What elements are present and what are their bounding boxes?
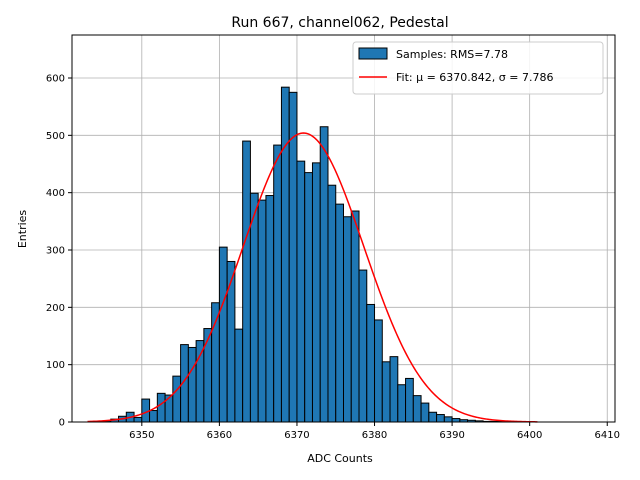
x-tick-label: 6350	[129, 430, 154, 441]
histogram-bar	[319, 126, 329, 423]
histogram-bar	[265, 195, 275, 423]
x-tick-label: 6380	[362, 430, 387, 441]
histogram-bar	[242, 140, 251, 423]
histogram-bar	[280, 86, 290, 423]
histogram-bar	[335, 203, 345, 423]
y-tick-label: 100	[46, 360, 65, 371]
x-tick-label: 6370	[284, 430, 309, 441]
histogram-bar	[234, 328, 244, 423]
y-tick-label: 400	[46, 188, 65, 199]
histogram-bar	[358, 269, 368, 423]
histogram-bar	[203, 328, 213, 423]
histogram-bar	[420, 402, 430, 423]
histogram-bar	[156, 392, 166, 423]
x-tick-label: 6390	[439, 430, 464, 441]
histogram-bar	[164, 394, 174, 423]
histogram-bar	[218, 246, 228, 423]
histogram-bar	[451, 418, 461, 423]
histogram-bar	[443, 416, 453, 423]
histogram-bar	[350, 210, 360, 423]
histogram-bar	[405, 377, 414, 423]
histogram-bar	[366, 303, 376, 423]
legend-swatch-samples	[358, 47, 388, 60]
histogram-bar	[428, 411, 438, 423]
y-tick-label: 500	[46, 131, 65, 142]
y-tick-label: 200	[46, 303, 65, 314]
x-tick-label: 6410	[595, 430, 620, 441]
x-tick-label: 6360	[207, 430, 232, 441]
legend-box	[352, 41, 604, 95]
histogram-bar	[389, 356, 399, 423]
histogram-bar	[311, 162, 321, 423]
legend: Samples: RMS=7.78 Fit: μ = 6370.842, σ =…	[352, 41, 604, 95]
histogram-bar	[172, 375, 182, 423]
histogram-bar	[381, 361, 391, 423]
histogram-bar	[397, 384, 407, 423]
y-tick-label: 600	[46, 74, 65, 85]
chart-title: Run 667, channel062, Pedestal	[231, 15, 448, 31]
histogram-bar	[412, 395, 422, 423]
gaussian-fit-curve	[87, 132, 538, 423]
x-axis-ticks: 6350 6360 6370 6380 6390 6400 6410	[129, 422, 620, 441]
histogram-bar	[226, 260, 236, 423]
x-axis-label: ADC Counts	[307, 452, 373, 465]
plot-frame	[71, 34, 616, 423]
histogram-bar	[343, 216, 352, 423]
histogram-bar	[304, 172, 313, 423]
histogram-bar	[374, 319, 383, 423]
histogram-bar	[296, 160, 306, 423]
x-tick-label: 6400	[517, 430, 542, 441]
legend-label-samples: Samples: RMS=7.78	[396, 48, 508, 61]
y-axis-ticks: 0 100 200 300 400 500 600	[46, 74, 72, 429]
legend-label-fit: Fit: μ = 6370.842, σ = 7.786	[396, 71, 553, 84]
histogram-bar	[288, 91, 298, 423]
y-axis-label: Entries	[16, 210, 29, 249]
histogram-bar	[436, 414, 445, 423]
y-tick-label: 300	[46, 246, 65, 257]
histogram-bar	[149, 410, 158, 423]
histogram-bar	[273, 144, 282, 423]
histogram-bar	[133, 416, 143, 423]
histogram-bar	[187, 346, 197, 423]
histogram-bar	[249, 192, 259, 423]
histogram-bar	[195, 340, 205, 423]
histogram-bar	[327, 184, 337, 423]
y-tick-label: 0	[59, 418, 65, 429]
histogram-bar	[257, 199, 267, 423]
